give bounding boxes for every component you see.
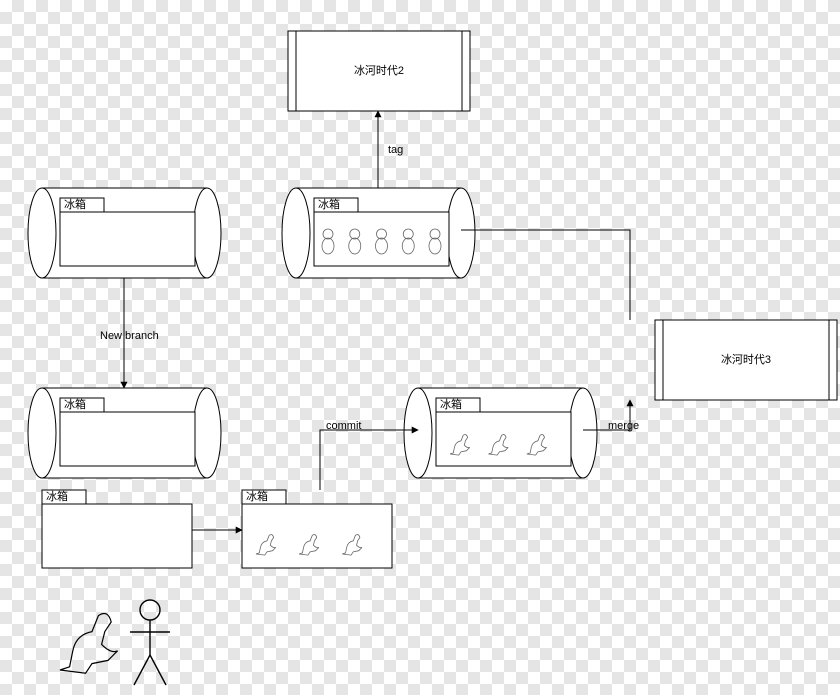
edge-e_topmerge (461, 230, 630, 320)
tag_box: 冰河时代2 (288, 31, 470, 111)
edge-label-e_branch: New branch (100, 330, 159, 342)
edge-label-e_commit: commit (326, 420, 361, 432)
actor-dino (60, 613, 118, 673)
edge-label-e_merge: merge (608, 420, 639, 432)
edge-e_commit: commit (320, 420, 418, 490)
edge-label-e_tag: tag (388, 144, 403, 156)
db_top_right: 冰箱 (282, 188, 475, 278)
db_top_left: 冰箱 (28, 188, 221, 278)
db_mid_left: 冰箱 (28, 388, 221, 478)
db_mid_right: 冰箱 (404, 388, 597, 478)
actor-person (130, 600, 170, 685)
folder_right: 冰箱 (242, 489, 392, 568)
folder_left: 冰箱 (42, 489, 192, 568)
diagram-canvas: 冰河时代2冰河时代3冰箱冰箱冰箱冰箱冰箱冰箱tagNew branchcommi… (0, 0, 840, 695)
folder-tab-label: 冰箱 (440, 397, 462, 411)
folder-tab-label: 冰箱 (64, 197, 86, 211)
folder-tab-label: 冰箱 (318, 197, 340, 211)
edge-e_tag: tag (378, 111, 403, 188)
merge_box: 冰河时代3 (655, 320, 837, 400)
tag_box-label: 冰河时代2 (354, 64, 404, 77)
merge_box-label: 冰河时代3 (721, 353, 771, 366)
folder-tab-label: 冰箱 (246, 489, 268, 503)
edge-e_branch: New branch (100, 278, 159, 388)
folder-tab-label: 冰箱 (46, 489, 68, 503)
folder-tab-label: 冰箱 (64, 397, 86, 411)
